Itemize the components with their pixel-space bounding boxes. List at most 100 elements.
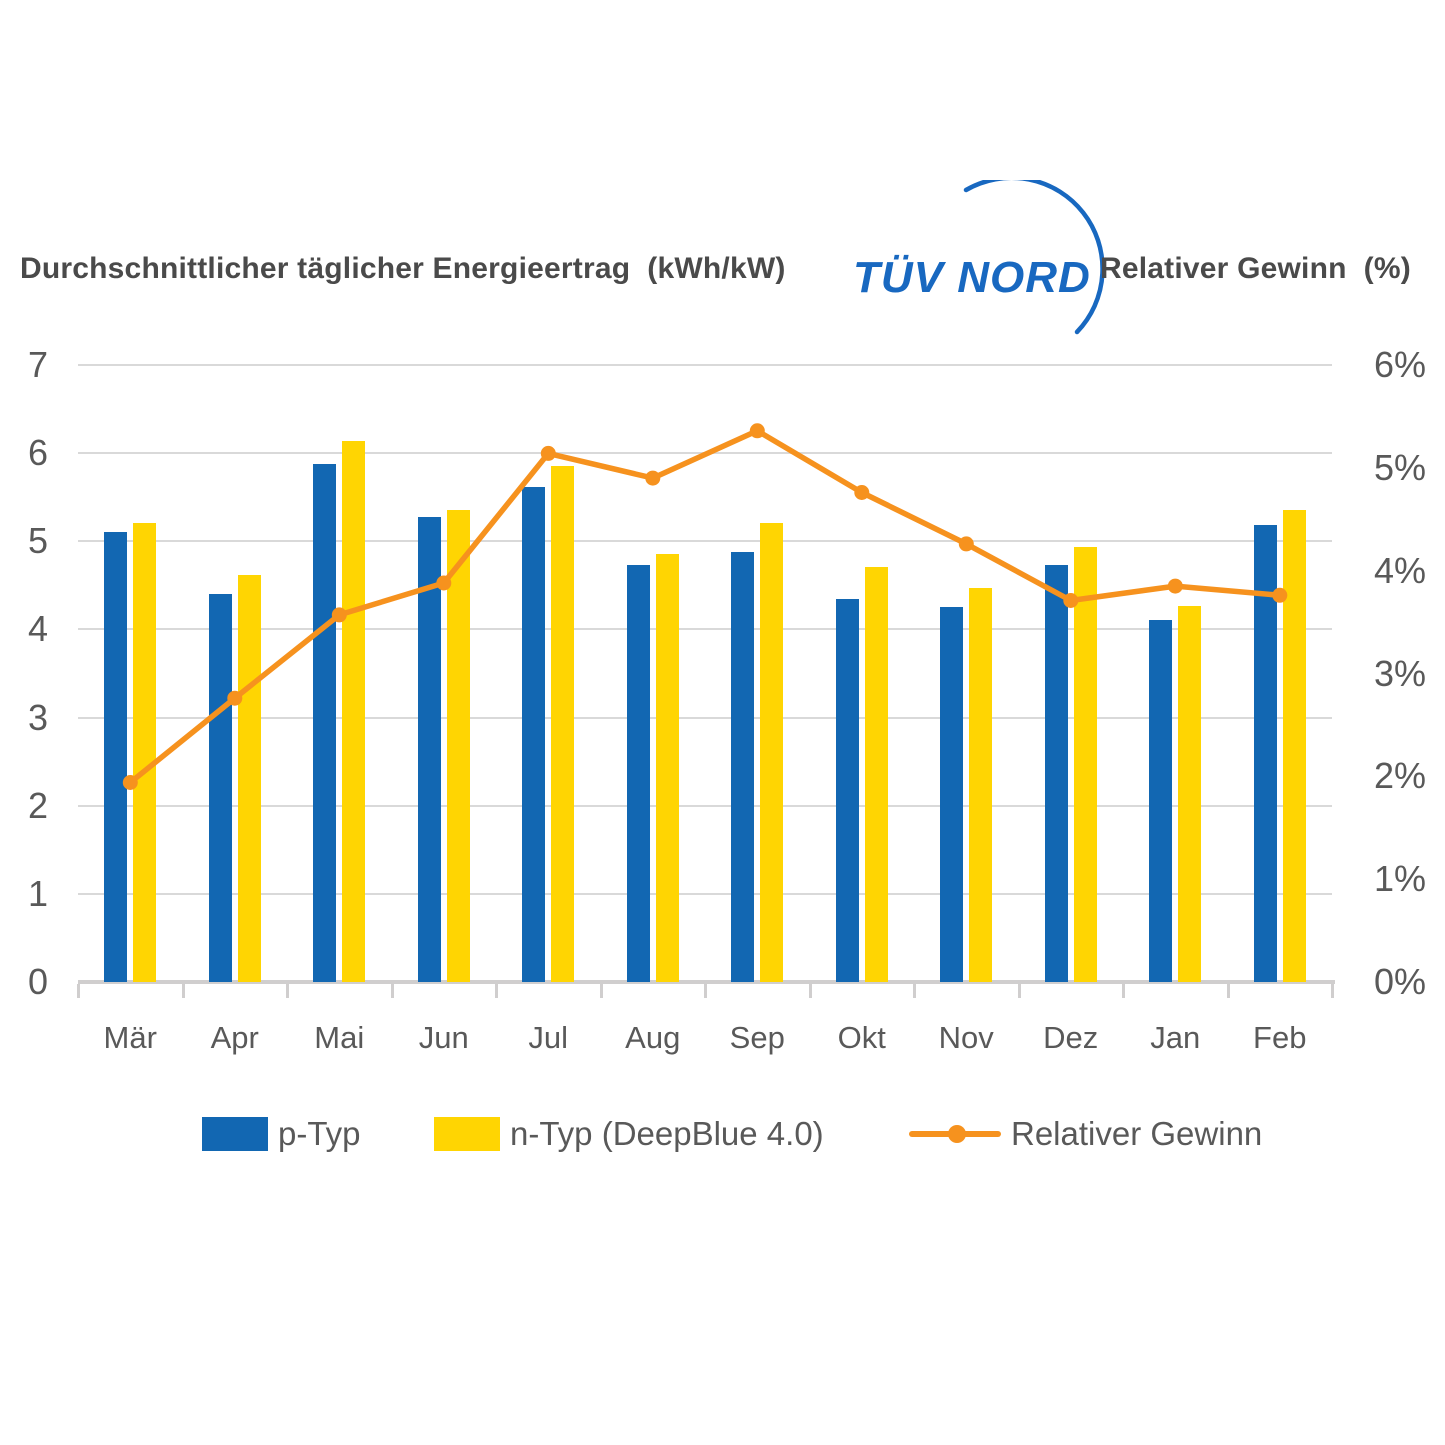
x-axis-label-jan: Jan bbox=[1150, 1020, 1201, 1055]
x-axis-label-sep: Sep bbox=[729, 1020, 785, 1055]
gridline bbox=[78, 716, 1332, 719]
x-axis-label-jun: Jun bbox=[418, 1020, 469, 1055]
n-typ-bar-aug bbox=[655, 553, 679, 982]
gain-marker-jul bbox=[540, 445, 556, 461]
x-axis-label-mai: Mai bbox=[314, 1020, 365, 1055]
x-axis-label-dez: Dez bbox=[1043, 1020, 1099, 1055]
x-axis-label-apr: Apr bbox=[210, 1020, 259, 1055]
x-axis-tick bbox=[808, 984, 812, 998]
gain-line bbox=[128, 428, 1281, 785]
gain-marker-nov bbox=[958, 536, 974, 552]
gain-marker-mär bbox=[122, 775, 138, 790]
legend-item-n-typ: n-Typ (DeepBlue 4.0) bbox=[434, 1110, 824, 1158]
n-typ-bar-okt bbox=[864, 566, 888, 982]
x-axis-tick bbox=[1226, 984, 1230, 998]
p-typ-bar-sep bbox=[731, 551, 755, 982]
n-typ-bar-mai bbox=[342, 440, 366, 982]
gain-marker-feb bbox=[1272, 587, 1288, 603]
gridline bbox=[78, 364, 1332, 366]
legend-item-gewinn: Relativer Gewinn bbox=[909, 1110, 1262, 1158]
tuv-nord-logo: TÜV NORD bbox=[845, 175, 1110, 345]
right-axis-tick-label: 0% bbox=[1374, 961, 1427, 1002]
x-axis-tick bbox=[181, 984, 185, 998]
p-typ-bar-jan bbox=[1149, 619, 1173, 982]
right-axis-tick-label: 3% bbox=[1374, 652, 1427, 694]
p-typ-bar-feb bbox=[1253, 524, 1277, 982]
x-axis-label-feb: Feb bbox=[1253, 1020, 1307, 1055]
legend-item-p-typ: p-Typ bbox=[202, 1110, 361, 1158]
n-typ-bar-jun bbox=[446, 509, 470, 982]
p-typ-bar-mai bbox=[313, 463, 337, 982]
p-typ-bar-dez bbox=[1044, 565, 1068, 982]
gain-marker-jan bbox=[1167, 578, 1183, 594]
x-axis-tick bbox=[704, 984, 707, 998]
n-typ-bar-jan bbox=[1178, 605, 1202, 982]
left-axis-tick-label: 5 bbox=[27, 520, 48, 562]
x-axis-tick bbox=[1122, 984, 1125, 998]
left-axis-tick-label: 0 bbox=[27, 961, 48, 1002]
p-typ-bar-jul bbox=[522, 486, 546, 982]
legend-label-gewinn: Relativer Gewinn bbox=[1011, 1115, 1263, 1152]
right-axis-title: Relativer Gewinn (%) bbox=[1100, 252, 1411, 285]
n-typ-bar-feb bbox=[1282, 509, 1306, 982]
legend-label-n-typ: n-Typ (DeepBlue 4.0) bbox=[510, 1115, 824, 1152]
n-typ-bar-jul bbox=[551, 466, 575, 982]
gain-marker-sep bbox=[749, 423, 765, 439]
x-axis-tick bbox=[913, 984, 916, 998]
p-typ-bar-nov bbox=[940, 607, 964, 982]
left-axis-tick-label: 1 bbox=[27, 872, 48, 914]
x-axis-tick bbox=[1017, 984, 1021, 998]
gain-marker-mai bbox=[331, 607, 347, 623]
n-typ-swatch-icon bbox=[434, 1117, 500, 1151]
x-axis-label-aug: Aug bbox=[625, 1020, 681, 1055]
x-axis-label-okt: Okt bbox=[837, 1020, 886, 1055]
n-typ-bar-apr bbox=[237, 574, 261, 982]
left-axis-tick-label: 4 bbox=[27, 608, 48, 650]
p-typ-bar-jun bbox=[417, 516, 441, 982]
line-dot-swatch-icon bbox=[909, 1125, 1001, 1143]
p-typ-swatch-icon bbox=[202, 1117, 268, 1151]
x-axis-tick bbox=[390, 984, 394, 998]
right-axis-tick-label: 4% bbox=[1374, 549, 1427, 591]
n-typ-bar-sep bbox=[760, 522, 784, 982]
gain-marker-dez bbox=[1063, 593, 1079, 608]
x-axis-tick bbox=[495, 984, 498, 998]
left-axis-title: Durchschnittlicher täglicher Energieertr… bbox=[20, 252, 786, 285]
p-typ-bar-mär bbox=[104, 531, 128, 982]
x-axis-tick bbox=[599, 984, 603, 998]
x-axis-tick bbox=[286, 984, 289, 998]
gridline bbox=[78, 540, 1332, 543]
legend-label-p-typ: p-Typ bbox=[278, 1115, 361, 1152]
left-axis-tick-label: 7 bbox=[27, 344, 48, 385]
x-axis-tick bbox=[1331, 984, 1334, 998]
p-typ-bar-aug bbox=[626, 565, 650, 982]
x-axis-label-jul: Jul bbox=[528, 1020, 569, 1055]
legend: p-Typ n-Typ (DeepBlue 4.0) Relativer Gew… bbox=[0, 1110, 1445, 1158]
gridline bbox=[78, 628, 1332, 631]
x-axis-label-nov: Nov bbox=[938, 1020, 994, 1055]
gridline bbox=[78, 804, 1332, 807]
gain-marker-aug bbox=[645, 470, 661, 486]
x-axis-line bbox=[78, 980, 1335, 984]
left-axis-tick-label: 3 bbox=[27, 696, 48, 738]
p-typ-bar-apr bbox=[208, 594, 232, 982]
gridline bbox=[78, 892, 1332, 895]
n-typ-bar-nov bbox=[969, 588, 993, 982]
left-axis-tick-label: 2 bbox=[27, 784, 48, 826]
gain-marker-apr bbox=[227, 690, 243, 706]
gain-marker-jun bbox=[436, 575, 452, 591]
gain-marker-okt bbox=[854, 485, 870, 500]
logo-text: TÜV NORD bbox=[853, 253, 1091, 302]
p-typ-bar-okt bbox=[835, 599, 859, 982]
right-axis-tick-label: 6% bbox=[1374, 344, 1427, 385]
right-axis-tick-label: 2% bbox=[1374, 755, 1427, 797]
right-axis-tick-label: 1% bbox=[1374, 858, 1427, 900]
left-axis-tick-label: 6 bbox=[27, 432, 48, 474]
right-axis-tick-label: 5% bbox=[1374, 446, 1427, 488]
n-typ-bar-dez bbox=[1073, 547, 1097, 982]
gain-line-layer bbox=[122, 423, 1288, 790]
x-axis-label-mär: Mär bbox=[103, 1020, 157, 1055]
x-axis-tick bbox=[77, 984, 80, 998]
n-typ-bar-mär bbox=[133, 522, 157, 982]
